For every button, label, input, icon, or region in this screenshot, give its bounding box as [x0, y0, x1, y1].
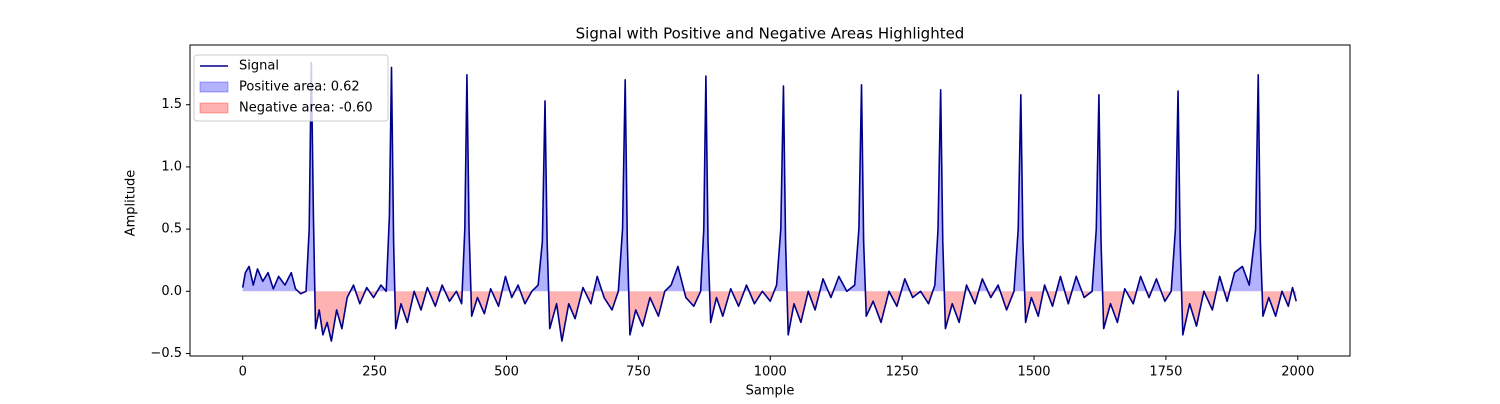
- x-tick-label: 1500: [1017, 365, 1050, 380]
- y-tick-label: 1.0: [161, 159, 182, 174]
- x-axis-label: Sample: [746, 384, 795, 399]
- y-tick-label: −0.5: [150, 346, 182, 361]
- chart-title: Signal with Positive and Negative Areas …: [576, 25, 965, 43]
- x-tick-label: 1750: [1149, 365, 1182, 380]
- legend-label: Negative area: -0.60: [239, 101, 373, 116]
- plot-frame: [189, 44, 1351, 357]
- area-fill: [298, 291, 1297, 342]
- x-tick-label: 2000: [1281, 365, 1314, 380]
- legend-swatch: [199, 102, 229, 114]
- x-tick-label: 0: [239, 365, 247, 380]
- signal-line: [241, 61, 1297, 342]
- legend-swatch: [199, 81, 229, 93]
- legend-label: Positive area: 0.62: [239, 80, 360, 95]
- x-tick-label: 500: [494, 365, 519, 380]
- x-tick-label: 1250: [886, 365, 919, 380]
- y-tick-label: 0.5: [161, 222, 182, 237]
- y-tick-label: 0.0: [161, 284, 182, 299]
- legend-label: Signal: [239, 59, 279, 74]
- y-axis-label: Amplitude: [124, 170, 139, 237]
- x-tick-label: 1000: [754, 365, 787, 380]
- y-tick-label: 1.5: [161, 97, 182, 112]
- legend-box: [193, 54, 389, 122]
- x-tick-label: 750: [626, 365, 651, 380]
- x-tick-label: 250: [362, 365, 387, 380]
